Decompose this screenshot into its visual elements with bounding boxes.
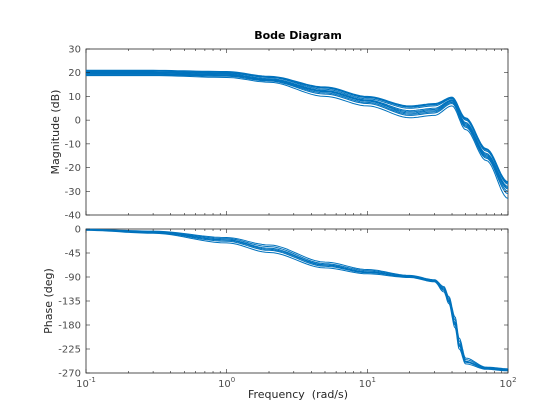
- phase-ytick-label: -180: [58, 321, 81, 332]
- magnitude-curves: [86, 69, 509, 199]
- magnitude-ytick-label: -30: [65, 187, 81, 198]
- magnitude-curve: [86, 75, 509, 199]
- x-tick-label: 102: [499, 376, 516, 390]
- phase-curve: [85, 229, 509, 371]
- magnitude-curve: [86, 74, 509, 195]
- phase-ytick-label: 0: [75, 225, 81, 236]
- magnitude-ytick-label: -10: [65, 139, 81, 150]
- chart-title: Bode Diagram: [254, 29, 342, 42]
- phase-ytick-label: -225: [58, 345, 81, 356]
- phase-x-ticks: 10-1 100 101 102: [76, 229, 517, 390]
- magnitude-y-ticks: 30 20 10 0 -10 -20 -30 -40: [65, 45, 508, 222]
- x-tick-label: 100: [218, 376, 235, 390]
- magnitude-ylabel: Magnitude (dB): [49, 90, 62, 175]
- magnitude-curve: [86, 72, 509, 187]
- magnitude-ytick-label: -40: [65, 211, 81, 222]
- phase-panel: 0 -45 -90 -135 -180 -225 -270 10-1 100 101 102 Ph…: [42, 225, 517, 391]
- phase-curve: [86, 228, 508, 370]
- x-tick-label: 101: [359, 376, 376, 390]
- magnitude-ytick-label: 10: [68, 92, 81, 103]
- magnitude-panel: 30 20 10 0 -10 -20 -30 -40 Magnitude (dB): [49, 45, 509, 222]
- phase-curve: [85, 229, 509, 372]
- magnitude-ytick-label: -20: [65, 163, 81, 174]
- magnitude-ytick-label: 30: [68, 45, 81, 56]
- magnitude-curve: [86, 70, 509, 183]
- magnitude-x-ticks: [85, 49, 509, 215]
- x-axis-label: Frequency (rad/s): [248, 388, 348, 401]
- phase-axes-frame: [85, 228, 509, 374]
- magnitude-curve: [86, 72, 509, 189]
- phase-ytick-label: -270: [58, 369, 81, 380]
- phase-y-ticks: 0 -45 -90 -135 -180 -225 -270: [58, 225, 508, 380]
- magnitude-axes-frame: [85, 48, 509, 216]
- magnitude-curve: [86, 74, 509, 192]
- x-tick-label: 10-1: [76, 376, 96, 390]
- phase-ylabel: Phase (deg): [42, 268, 55, 334]
- phase-curves: [85, 228, 509, 372]
- phase-ytick-label: -45: [65, 249, 81, 260]
- phase-ytick-label: -90: [65, 273, 81, 284]
- magnitude-ytick-label: 0: [75, 116, 81, 127]
- magnitude-ytick-label: 20: [68, 68, 81, 79]
- phase-ytick-label: -135: [58, 297, 81, 308]
